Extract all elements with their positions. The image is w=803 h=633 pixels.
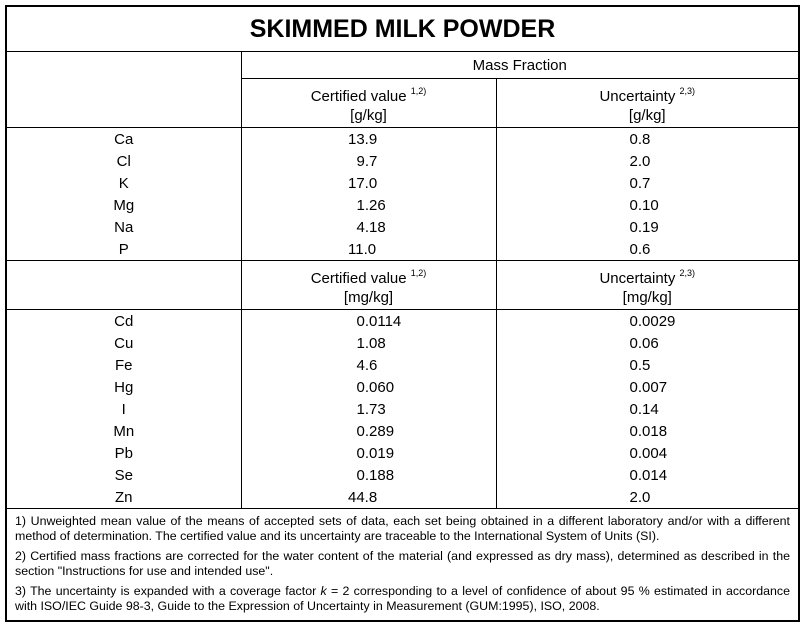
certified-header-cell: Certified value 1,2) [mg/kg] [240,260,497,310]
uncertainty-value: 0.0029 [495,309,800,332]
table-body: SKIMMED MILK POWDER Mass Fraction Certifie… [5,5,800,622]
footnotes: 1) Unweighted mean value of the means of… [5,508,800,622]
certified-value: 0.188 [240,464,497,486]
certified-value: 0.0114 [240,309,497,332]
uncertainty-value: 0.014 [495,464,800,486]
footnote-text: = 2 corresponding to a level of confiden… [15,584,790,613]
certified-header-cell: Certified value 1,2) [g/kg] [240,78,497,128]
header-row: Certified value 1,2) [g/kg] Uncertainty 2,… [6,78,800,128]
element: Hg [5,376,242,398]
uncertainty-note: 2,3) [679,85,696,96]
certified-value: 1.08 [240,332,497,354]
data-row: Fe 4.6 0.5 [5,354,800,376]
uncertainty-unit: [g/kg] [628,106,666,124]
data-row: P 11.0 0.6 [5,238,800,261]
uncertainty-header-cell: Uncertainty 2,3) [g/kg] [495,78,800,128]
data-row: Cd 0.0114 0.0029 [5,309,800,332]
certified-header: Certified value [310,269,407,287]
footnote: 2) Certified mass fractions are correcte… [15,549,790,578]
data-row: Ca 13.9 0.8 [5,127,800,150]
footnote-row: 1) Unweighted mean value of the means of… [5,508,800,622]
blank-cell [5,51,242,128]
element: Cu [5,332,242,354]
data-row: Cu 1.08 0.06 [5,332,800,354]
element: Cd [5,309,242,332]
element: Mn [5,420,242,442]
certified-value: 17.0 [240,172,497,194]
data-row: K 17.0 0.7 [5,172,800,194]
element: Se [5,464,242,486]
data-row: Pb 0.019 0.004 [5,442,800,464]
uncertainty-unit: [mg/kg] [622,288,672,306]
certified-value: 4.6 [240,354,497,376]
element: P [5,238,242,261]
element: Mg [5,194,242,216]
data-row: Zn 44.8 2.0 [5,486,800,509]
header-row: Certified value 1,2) [mg/kg] Uncertainty 2… [5,260,800,310]
uncertainty-value: 0.10 [495,194,800,216]
element: K [5,172,242,194]
group-header: Mass Fraction [240,51,800,79]
certified-value: 1.26 [240,194,497,216]
uncertainty-note: 2,3) [679,267,696,278]
element: Na [5,216,242,238]
data-row: Mg 1.26 0.10 [5,194,800,216]
element: Cl [5,150,242,172]
footnote: 3) The uncertainty is expanded with a co… [15,584,790,614]
footnote-text: 3) The uncertainty is expanded with a co… [15,584,321,598]
data-row: Mn 0.289 0.018 [5,420,800,442]
certified-value: 44.8 [240,486,497,509]
certified-value: 0.289 [240,420,497,442]
data-row: Na 4.18 0.19 [5,216,800,238]
footnote: 1) Unweighted mean value of the means of… [15,514,790,543]
uncertainty-value: 2.0 [495,486,800,509]
certified-value: 11.0 [240,238,497,261]
uncertainty-value: 0.004 [495,442,800,464]
certified-value: 4.18 [240,216,497,238]
certified-unit: [mg/kg] [343,288,394,306]
certified-value: 9.7 [240,150,497,172]
uncertainty-value: 0.007 [495,376,800,398]
footnote-italic: k [320,584,327,598]
uncertainty-value: 0.018 [495,420,800,442]
uncertainty-header: Uncertainty [599,87,676,105]
title: SKIMMED MILK POWDER [5,5,800,52]
element: Zn [5,486,242,509]
certified-header: Certified value [310,87,407,105]
certified-value: 0.019 [240,442,497,464]
element: Fe [5,354,242,376]
element: I [5,398,242,420]
data-row: Hg 0.060 0.007 [5,376,800,398]
uncertainty-header-cell: Uncertainty 2,3) [mg/kg] [495,260,800,310]
certified-note: 1,2) [410,267,427,278]
uncertainty-value: 2.0 [495,150,800,172]
data-row: Se 0.188 0.014 [5,464,800,486]
data-row: I 1.73 0.14 [5,398,800,420]
group-row: Mass Fraction [5,51,800,128]
certified-value: 1.73 [240,398,497,420]
blank-cell [5,260,242,310]
data-table: SKIMMED MILK POWDER Mass Fraction Certifie… [5,5,800,622]
certified-unit: [g/kg] [350,106,387,124]
uncertainty-header: Uncertainty [599,269,676,287]
uncertainty-value: 0.8 [495,127,800,150]
data-row: Cl 9.7 2.0 [5,150,800,172]
uncertainty-value: 0.19 [495,216,800,238]
element: Pb [5,442,242,464]
uncertainty-value: 0.14 [495,398,800,420]
certified-value: 13.9 [240,127,497,150]
uncertainty-value: 0.06 [495,332,800,354]
element: Ca [5,127,242,150]
uncertainty-value: 0.6 [495,238,800,261]
uncertainty-value: 0.7 [495,172,800,194]
title-row: SKIMMED MILK POWDER [5,5,800,52]
certified-value: 0.060 [240,376,497,398]
uncertainty-value: 0.5 [495,354,800,376]
certified-note: 1,2) [410,85,427,96]
